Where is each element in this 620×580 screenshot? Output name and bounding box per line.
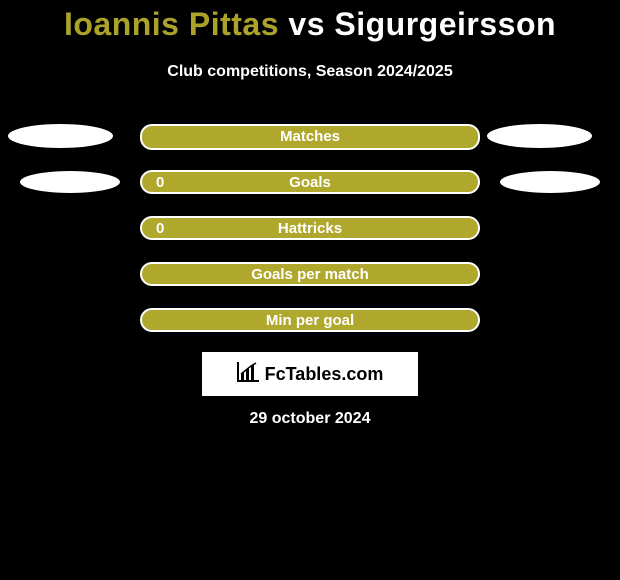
stat-bar: Min per goal xyxy=(140,308,480,332)
title-player2: Sigurgeirsson xyxy=(334,6,556,42)
stat-label: Goals per match xyxy=(142,266,478,283)
stat-row: 0 Hattricks xyxy=(0,216,620,240)
stat-row: 0 Goals xyxy=(0,170,620,194)
title-separator: vs xyxy=(288,6,334,42)
stat-bar: Matches xyxy=(140,124,480,150)
right-ellipse xyxy=(500,171,600,193)
stat-bar: 0 Hattricks xyxy=(140,216,480,240)
date-text: 29 october 2024 xyxy=(0,410,620,428)
brand-text: FcTables.com xyxy=(265,364,384,385)
stat-bar: Goals per match xyxy=(140,262,480,286)
stat-label: Matches xyxy=(142,128,478,145)
stat-row: Min per goal xyxy=(0,308,620,332)
right-ellipse xyxy=(487,124,592,148)
stat-label: Hattricks xyxy=(142,220,478,237)
stat-label: Goals xyxy=(142,174,478,191)
stat-row: Matches xyxy=(0,124,620,150)
bar-chart-icon xyxy=(237,362,259,387)
left-ellipse xyxy=(8,124,113,148)
infographic-canvas: Ioannis Pittas vs Sigurgeirsson Club com… xyxy=(0,0,620,580)
stat-row: Goals per match xyxy=(0,262,620,286)
stat-label: Min per goal xyxy=(142,312,478,329)
brand-box: FcTables.com xyxy=(202,352,418,396)
page-title: Ioannis Pittas vs Sigurgeirsson xyxy=(0,6,620,43)
stat-rows: Matches 0 Goals 0 Hattricks Goals per ma… xyxy=(0,124,620,354)
left-ellipse xyxy=(20,171,120,193)
subtitle: Club competitions, Season 2024/2025 xyxy=(0,63,620,81)
brand-inner: FcTables.com xyxy=(237,362,384,387)
title-player1: Ioannis Pittas xyxy=(64,6,279,42)
stat-bar: 0 Goals xyxy=(140,170,480,194)
